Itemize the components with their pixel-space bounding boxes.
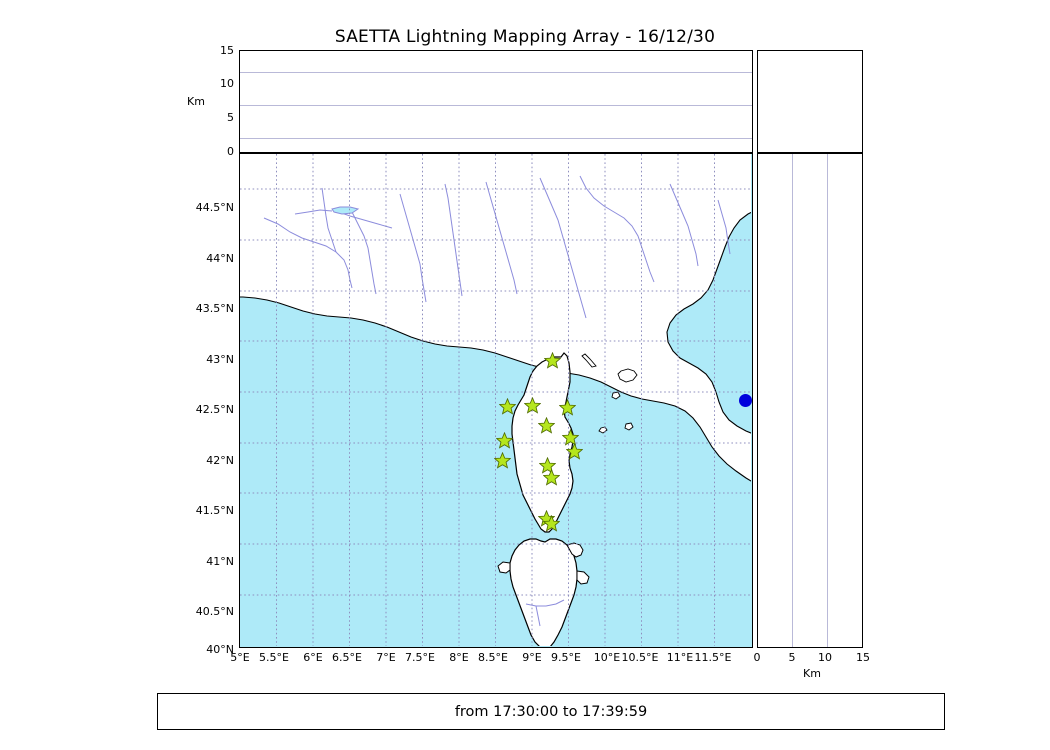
- map-graphics: [240, 154, 751, 646]
- right-xtick-10: 10: [818, 651, 832, 664]
- lma-station: [542, 468, 560, 486]
- map-ytick: 42.5°N: [195, 403, 234, 416]
- map-xtick: 7.5°E: [405, 651, 435, 664]
- lma-station: [493, 451, 511, 469]
- right-xtick-5: 5: [788, 651, 796, 664]
- map-ytick: 43°N: [206, 353, 234, 366]
- map-xtick: 8°E: [449, 651, 469, 664]
- map-xtick: 5°E: [230, 651, 250, 664]
- right-panel-xlabel: Km: [803, 667, 821, 680]
- gridline: [826, 154, 828, 647]
- map-panel: [239, 153, 753, 648]
- map-xtick: 6.5°E: [332, 651, 362, 664]
- map-xtick: 7°E: [376, 651, 396, 664]
- page-title: SAETTA Lightning Mapping Array - 16/12/3…: [334, 27, 716, 47]
- altitude-latitude-panel: [757, 153, 863, 648]
- map-ytick: 40.5°N: [195, 605, 234, 618]
- map-xtick: 10°E: [593, 651, 621, 664]
- map-xtick: 11.5°E: [694, 651, 732, 664]
- top-ytick-0: 0: [227, 145, 234, 158]
- status-bar: from 17:30:00 to 17:39:59: [157, 693, 945, 730]
- status-text: from 17:30:00 to 17:39:59: [454, 703, 648, 720]
- top-ytick-10: 10: [220, 77, 234, 90]
- lma-station: [537, 416, 555, 434]
- gridline: [240, 138, 752, 140]
- gridline: [240, 105, 752, 106]
- map-xtick: 6°E: [303, 651, 323, 664]
- map-xtick: 10.5°E: [621, 651, 659, 664]
- map-xtick: 5.5°E: [259, 651, 289, 664]
- lma-station: [495, 431, 513, 449]
- map-xtick: 8.5°E: [478, 651, 508, 664]
- lma-station: [543, 351, 561, 369]
- map-ytick: 41°N: [206, 555, 234, 568]
- lma-station: [542, 514, 560, 532]
- map-xtick: 11°E: [666, 651, 694, 664]
- altitude-longitude-panel: [239, 50, 753, 153]
- lma-station: [498, 397, 516, 415]
- lma-station: [561, 428, 579, 446]
- lma-station: [565, 442, 583, 460]
- lma-station: [523, 396, 541, 414]
- gridline: [791, 154, 793, 647]
- top-panel-ylabel: Km: [187, 95, 205, 108]
- map-ytick: 41.5°N: [195, 504, 234, 517]
- gridline: [240, 71, 752, 73]
- right-xtick-0: 0: [753, 651, 761, 664]
- map-ytick: 44.5°N: [195, 201, 234, 214]
- right-xtick-15: 15: [856, 651, 870, 664]
- altitude-corner-panel: [757, 50, 863, 153]
- map-xtick: 9.5°E: [551, 651, 581, 664]
- map-ytick: 44°N: [206, 252, 234, 265]
- map-ytick: 40°N: [206, 643, 234, 656]
- marker-blue-dot: [738, 393, 752, 407]
- lma-station: [558, 398, 576, 416]
- top-ytick-15: 15: [220, 44, 234, 57]
- map-ytick: 43.5°N: [195, 302, 234, 315]
- top-ytick-5: 5: [227, 111, 234, 124]
- map-xtick: 9°E: [522, 651, 542, 664]
- map-ytick: 42°N: [206, 454, 234, 467]
